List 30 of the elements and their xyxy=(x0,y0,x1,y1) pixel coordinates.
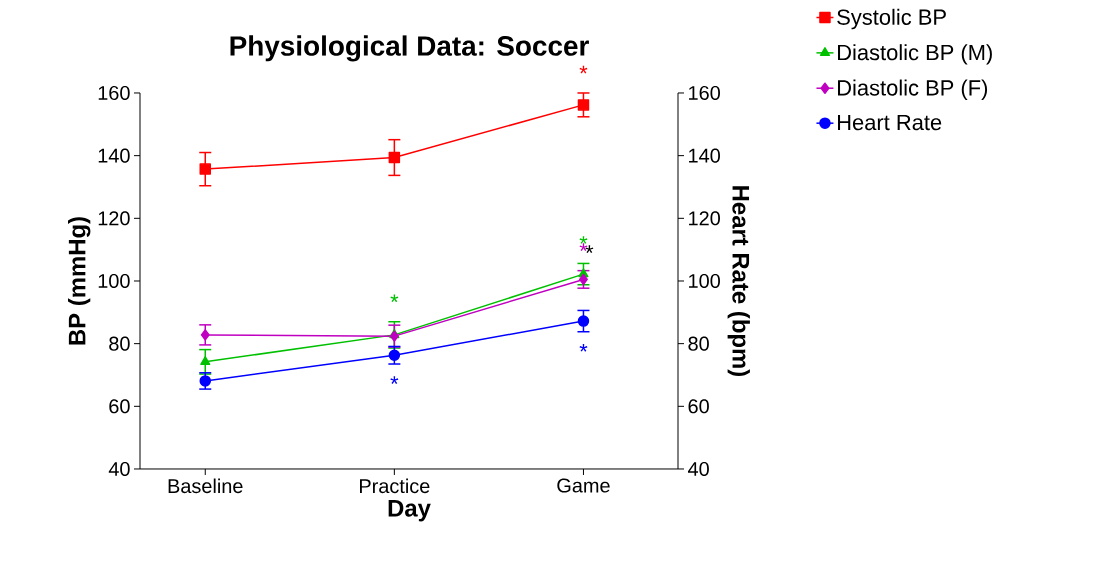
legend-label: Diastolic BP (M) xyxy=(838,44,992,65)
legend-label: Diastolic BP (F) xyxy=(838,79,988,100)
legend-label: Systolic BP xyxy=(837,8,946,30)
data-label: * xyxy=(390,294,399,303)
legend-label: Heart Rate xyxy=(838,114,942,131)
y2-tick-label: 80 xyxy=(688,336,709,351)
y2-tick-label: 60 xyxy=(688,399,709,414)
data-label: * xyxy=(579,236,588,244)
y-axis-title: BP (mmHg) xyxy=(68,217,91,345)
y-tick-label: 100 xyxy=(98,273,130,289)
x-axis-title: Day xyxy=(388,499,431,522)
y2-axis-title: Heart Rate (bpm) xyxy=(727,186,750,377)
y2-tick-label: 140 xyxy=(689,148,720,163)
y-tick-label: 60 xyxy=(109,399,130,414)
y2-tick-label: 40 xyxy=(687,461,709,477)
data-label: * xyxy=(390,376,399,384)
data-label: * xyxy=(579,343,588,352)
y2-tick-label: 100 xyxy=(689,273,720,289)
y-tick-label: 40 xyxy=(108,461,130,477)
y2-tick-label: 120 xyxy=(689,211,720,226)
x-tick-label: Practice xyxy=(360,478,430,494)
data-label: * xyxy=(579,65,588,74)
x-tick-label: Baseline xyxy=(168,478,243,494)
y-tick-label: 120 xyxy=(98,211,130,226)
y-tick-label: 160 xyxy=(98,85,130,101)
y2-tick-label: 160 xyxy=(689,85,720,101)
chart-title: Physiological Data: Soccer xyxy=(230,35,589,62)
y-tick-label: 80 xyxy=(109,336,130,351)
x-tick-label: Game xyxy=(557,478,610,493)
y-tick-label: 140 xyxy=(98,148,130,163)
